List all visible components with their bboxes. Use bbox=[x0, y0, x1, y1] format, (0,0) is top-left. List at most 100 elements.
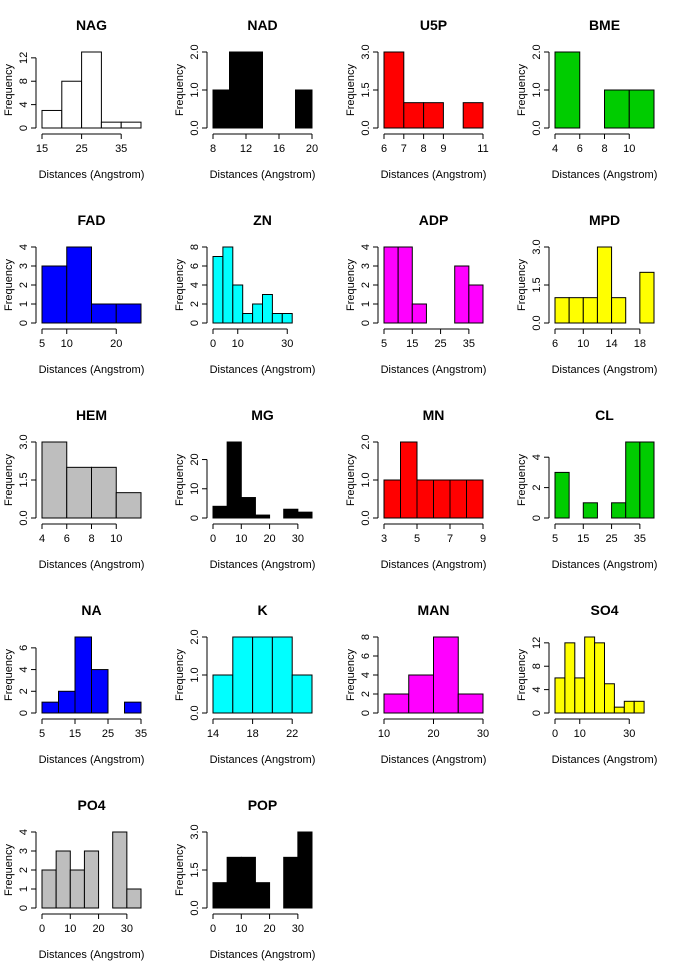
x-axis-label: Distances (Angstrom) bbox=[552, 754, 658, 766]
y-tick-label: 4 bbox=[531, 454, 543, 460]
y-tick-label: 20 bbox=[189, 453, 201, 465]
histogram-bar bbox=[212, 674, 234, 714]
y-axis-label: Frequency bbox=[516, 259, 528, 311]
y-tick-label: 1 bbox=[360, 301, 372, 307]
x-axis-label: Distances (Angstrom) bbox=[210, 364, 316, 376]
y-tick-label: 2 bbox=[18, 867, 30, 873]
chart-title: FAD bbox=[78, 212, 106, 228]
x-tick-label: 0 bbox=[210, 338, 216, 350]
y-axis-label: Frequency bbox=[345, 649, 357, 701]
y-tick-label: 8 bbox=[360, 634, 372, 640]
histogram-bar bbox=[468, 284, 484, 324]
histogram-svg: U5P 6 7 8 9 11 0.0 1.5 3.0 Distances (Angstrom) Fr… bbox=[345, 17, 489, 181]
histogram-bar bbox=[397, 246, 413, 324]
x-tick-label: 10 bbox=[110, 533, 122, 545]
y-axis-label: Frequency bbox=[3, 259, 15, 311]
histogram-bar bbox=[55, 850, 71, 909]
y-tick-label: 1 bbox=[18, 886, 30, 892]
histogram-panel-zn: ZN 0 10 30 0 2 4 6 8 Distances (Angstrom) Frequenc… bbox=[171, 195, 342, 390]
histogram-bar bbox=[623, 700, 635, 714]
y-tick-label: 0.0 bbox=[189, 120, 201, 135]
y-tick-label: 0.0 bbox=[189, 705, 201, 720]
histogram-panel-nag: NAG 15 25 35 0 4 8 12 Distances (Angstrom) Freque… bbox=[0, 0, 171, 195]
histogram-bar bbox=[115, 492, 142, 519]
histogram-bar bbox=[297, 831, 313, 909]
chart-title: NAG bbox=[76, 17, 107, 33]
y-tick-label: 1.5 bbox=[360, 82, 372, 97]
histogram-panel-cl: CL 5 15 25 35 0 2 4 Distances (Angstrom) Frequenc… bbox=[513, 390, 684, 585]
chart-title: CL bbox=[595, 407, 614, 423]
x-tick-label: 6 bbox=[64, 533, 70, 545]
x-tick-label: 15 bbox=[577, 533, 589, 545]
histogram-bar bbox=[262, 294, 273, 324]
histogram-svg: ZN 0 10 30 0 2 4 6 8 Distances (Angstrom) Frequenc… bbox=[174, 212, 316, 376]
histogram-bar bbox=[232, 284, 244, 324]
x-tick-label: 5 bbox=[381, 338, 387, 350]
x-tick-label: 0 bbox=[210, 533, 216, 545]
histogram-bar bbox=[212, 505, 228, 519]
x-axis-label: Distances (Angstrom) bbox=[39, 169, 145, 181]
histogram-bar bbox=[83, 850, 100, 909]
x-tick-label: 15 bbox=[36, 143, 48, 155]
y-tick-label: 8 bbox=[18, 78, 30, 84]
histogram-svg: NAD 8 12 16 20 0.0 1.0 2.0 Distances (Angstrom) F… bbox=[174, 17, 318, 181]
histogram-svg: MN 3 5 7 9 0.0 1.0 2.0 Distances (Angstrom) Frequ… bbox=[345, 407, 486, 571]
histogram-bar bbox=[212, 882, 228, 909]
histogram-bar bbox=[229, 51, 247, 129]
histogram-bar bbox=[433, 479, 451, 519]
chart-title: PO4 bbox=[77, 797, 105, 813]
histogram-bar bbox=[91, 669, 109, 714]
histogram-bar bbox=[271, 636, 293, 714]
x-axis-label: Distances (Angstrom) bbox=[552, 169, 658, 181]
histogram-bar bbox=[554, 677, 566, 714]
chart-title: MG bbox=[251, 407, 274, 423]
histogram-bar bbox=[240, 856, 256, 909]
histogram-bar bbox=[291, 674, 313, 714]
y-tick-label: 1.0 bbox=[189, 667, 201, 682]
histogram-bar bbox=[254, 514, 271, 519]
x-tick-label: 8 bbox=[421, 143, 427, 155]
x-axis-label: Distances (Angstrom) bbox=[552, 364, 658, 376]
y-tick-label: 0 bbox=[360, 710, 372, 716]
histogram-bar bbox=[240, 497, 256, 519]
x-tick-label: 30 bbox=[477, 728, 489, 740]
histogram-bar bbox=[625, 441, 641, 519]
x-tick-label: 20 bbox=[110, 338, 122, 350]
x-tick-label: 10 bbox=[577, 338, 589, 350]
histogram-svg: HEM 4 6 8 10 0.0 1.5 3.0 Distances (Angstrom) Fre… bbox=[3, 407, 145, 571]
histogram-bar bbox=[100, 121, 122, 129]
histogram-bar bbox=[639, 441, 655, 519]
histogram-bar bbox=[242, 313, 254, 324]
histogram-panel-na: NA 5 15 25 35 0 2 4 6 Distances (Angstrom) Frequen… bbox=[0, 585, 171, 780]
chart-title: K bbox=[257, 602, 267, 618]
y-axis-label: Frequency bbox=[3, 649, 15, 701]
histogram-bar bbox=[411, 303, 427, 324]
y-tick-label: 2 bbox=[531, 485, 543, 491]
y-tick-label: 0.0 bbox=[18, 510, 30, 525]
y-tick-label: 12 bbox=[18, 52, 30, 64]
histogram-bar bbox=[594, 642, 605, 714]
x-axis-label: Distances (Angstrom) bbox=[381, 364, 487, 376]
x-axis-label: Distances (Angstrom) bbox=[210, 949, 316, 961]
x-tick-label: 5 bbox=[39, 338, 45, 350]
y-tick-label: 0.0 bbox=[360, 510, 372, 525]
y-tick-label: 3 bbox=[18, 263, 30, 269]
y-tick-label: 0 bbox=[18, 320, 30, 326]
histogram-bar bbox=[115, 303, 142, 324]
x-tick-label: 35 bbox=[634, 533, 646, 545]
histogram-bar bbox=[283, 508, 299, 519]
x-tick-label: 10 bbox=[235, 923, 247, 935]
histogram-panel-mg: MG 0 10 20 30 0 10 20 Distances (Angstrom) Freque… bbox=[171, 390, 342, 585]
y-tick-label: 4 bbox=[18, 829, 30, 835]
x-tick-label: 5 bbox=[414, 533, 420, 545]
histogram-panel-po4: PO4 0 10 20 30 0 1 2 3 4 Distances (Angstrom) Frequ… bbox=[0, 780, 171, 975]
y-axis-label: Frequency bbox=[174, 64, 186, 116]
x-tick-label: 6 bbox=[381, 143, 387, 155]
x-tick-label: 5 bbox=[39, 728, 45, 740]
y-tick-label: 3 bbox=[18, 848, 30, 854]
x-tick-label: 9 bbox=[440, 143, 446, 155]
x-axis-label: Distances (Angstrom) bbox=[39, 559, 145, 571]
histogram-bar bbox=[41, 869, 57, 909]
x-tick-label: 8 bbox=[210, 143, 216, 155]
histogram-bar bbox=[283, 856, 299, 909]
